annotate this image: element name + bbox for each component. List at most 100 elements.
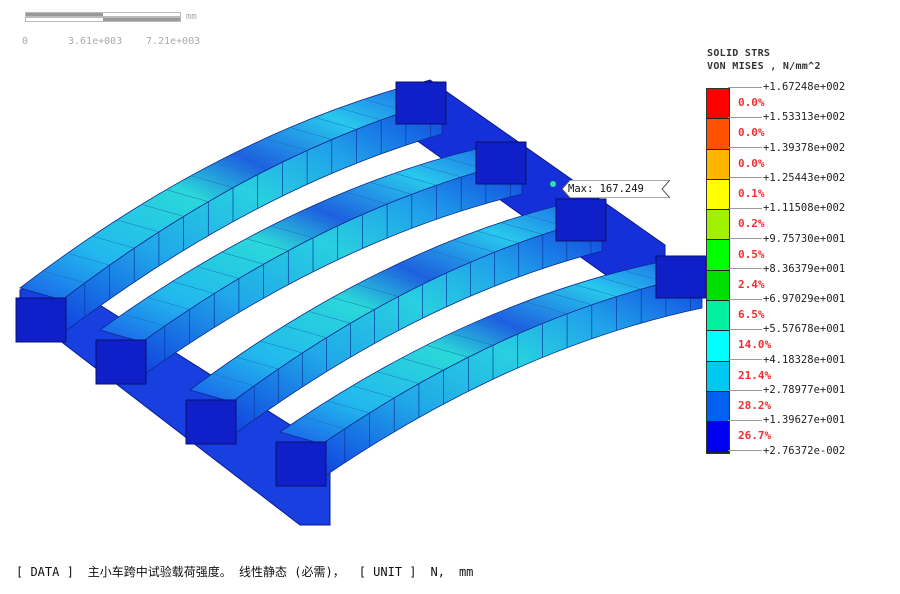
stiffener-line	[352, 385, 395, 399]
stiffener-line	[500, 222, 543, 235]
legend-value: +1.39627e+001	[728, 414, 845, 426]
beam-end-block	[395, 81, 447, 125]
stiffener-line	[314, 117, 357, 130]
stiffener-line	[42, 270, 85, 284]
legend-swatch	[707, 179, 729, 211]
legend-value: +1.53313e+002	[728, 111, 845, 123]
data-description: 主小车跨中试验载荷强度。 线性静态 (必需)，	[87, 565, 345, 579]
stiffener-line	[549, 292, 592, 306]
stiffener-line	[308, 310, 351, 324]
stiffener-line	[475, 321, 518, 335]
legend-value: +8.36379e+001	[728, 263, 845, 275]
legend-swatch	[707, 119, 729, 150]
stiffener-line	[574, 284, 617, 297]
stiffener-line	[339, 107, 382, 121]
stiffener-line	[212, 373, 255, 387]
legend-percent: 26.7%	[738, 429, 772, 443]
stiffener-line	[190, 175, 234, 188]
scale-tick: 3.61e+003	[68, 36, 123, 47]
stiffener-line	[215, 162, 258, 175]
stiffener-line	[147, 297, 190, 310]
scale-unit: mm	[186, 12, 197, 22]
beam-end-block	[275, 441, 327, 487]
legend-percent: 21.4%	[738, 368, 772, 382]
stiffener-line	[476, 230, 519, 244]
stiffener-line	[525, 301, 568, 314]
unit-length: mm	[458, 565, 474, 579]
beam-end-block	[185, 399, 237, 445]
legend-percent: 14.0%	[738, 338, 772, 352]
legend-value: +9.75730e+001	[728, 233, 845, 245]
legend-percent: 0.0%	[738, 96, 765, 109]
stiffener-line	[265, 138, 308, 151]
stiffener-line	[320, 202, 363, 215]
stiffener-line	[380, 272, 423, 285]
legend-value: +2.78977e+001	[728, 384, 845, 396]
legend-swatch	[707, 331, 729, 362]
legend-title: SOLID STRS	[707, 48, 771, 59]
stiffener-line	[327, 400, 370, 414]
stiffener-line	[172, 281, 215, 294]
data-tag: [ DATA ]	[16, 565, 74, 579]
stiffener-line	[426, 344, 469, 358]
stiffener-line	[236, 356, 279, 370]
legend-value: +6.97029e+001	[728, 293, 845, 305]
legend-value: +5.57678e+001	[728, 323, 845, 335]
max-label: Max: 167.249	[568, 183, 644, 195]
stiffener-line	[92, 235, 135, 249]
stiffener-line	[419, 164, 462, 178]
stiffener-line	[332, 297, 375, 310]
stiffener-line	[500, 311, 543, 324]
stiffener-line	[122, 313, 165, 327]
legend-percent: 28.2%	[738, 399, 772, 412]
scale-tick: 7.21e+003	[146, 36, 201, 47]
stiffener-line	[356, 284, 399, 297]
stiffener-line	[270, 225, 314, 239]
stiffener-line	[284, 325, 327, 338]
beam-end-block	[475, 141, 527, 185]
scale-bar-top	[25, 12, 181, 17]
legend-subtitle: VON MISES , N/mm^2	[707, 61, 821, 72]
stiffener-line	[450, 332, 494, 346]
stiffener-line	[295, 213, 338, 227]
stiffener-line	[369, 182, 412, 195]
legend-swatch	[707, 149, 729, 180]
legend-value: +2.76372e-002	[728, 445, 845, 457]
scale-bar-bottom	[25, 17, 181, 22]
stiffener-line	[116, 219, 159, 233]
stiffener-line	[221, 251, 264, 265]
scale-bar	[25, 12, 181, 24]
beam-end-block	[15, 297, 67, 343]
legend-swatch	[707, 361, 729, 392]
stiffener-line	[345, 191, 388, 205]
stiffener-line	[401, 357, 444, 371]
legend-swatch	[707, 301, 729, 332]
stiffener-line	[404, 260, 447, 274]
stiffener-line	[141, 204, 184, 217]
stiffener-line	[196, 266, 239, 279]
stiffener-line	[260, 340, 303, 354]
beam-end-block	[555, 198, 607, 242]
stiffener-line	[67, 252, 110, 266]
unit-tag: [ UNIT ]	[358, 565, 417, 579]
legend-percent: 0.0%	[738, 156, 765, 170]
legend-percent: 0.2%	[738, 217, 765, 231]
legend-swatch	[707, 240, 729, 271]
stiffener-line	[452, 239, 495, 253]
scale-tick: 0	[22, 36, 29, 47]
stiffener-line	[289, 127, 332, 140]
unit-force: N,	[430, 565, 445, 579]
legend-value: +1.11508e+002	[728, 202, 845, 214]
legend-percent: 0.0%	[738, 126, 765, 140]
legend-value: +1.67248e+002	[728, 81, 845, 93]
legend-swatch	[707, 89, 729, 120]
stiffener-line	[376, 371, 419, 384]
legend-swatch	[707, 270, 729, 302]
legend-swatch	[707, 391, 729, 423]
max-label-callout	[561, 179, 672, 199]
stiffener-line	[246, 238, 289, 251]
stiffener-line	[428, 249, 471, 263]
legend-percent: 0.5%	[738, 247, 765, 261]
stiffener-line	[599, 276, 642, 290]
